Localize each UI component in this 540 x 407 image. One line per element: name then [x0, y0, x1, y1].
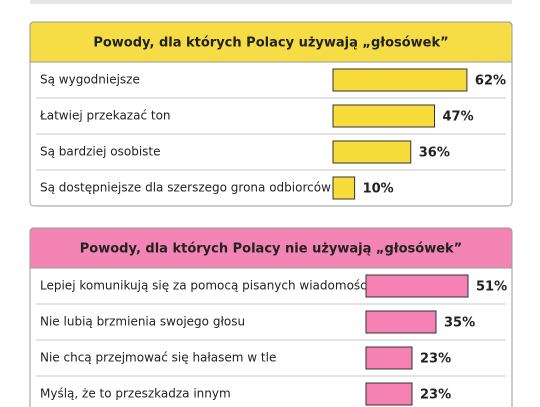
category-label: Myślą, że to przeszkadza innym	[40, 387, 231, 401]
top-strip	[30, 0, 512, 4]
category-label: Są wygodniejsze	[40, 73, 140, 87]
value-label: 36%	[419, 146, 450, 161]
bar	[332, 176, 356, 200]
value-label: 51%	[476, 280, 507, 295]
value-label: 62%	[475, 74, 506, 89]
value-label: 10%	[363, 182, 394, 197]
value-label: 23%	[420, 388, 451, 403]
panel-title: Powody, dla których Polacy używają „głos…	[93, 36, 448, 51]
bar	[365, 382, 413, 406]
panel-title: Powody, dla których Polacy nie używają „…	[80, 242, 462, 257]
category-label: Lepiej komunikują się za pomocą pisanych…	[40, 279, 370, 293]
value-label: 47%	[443, 110, 474, 125]
bar	[365, 346, 413, 370]
panel-header	[29, 227, 513, 269]
category-label: Nie chcą przejmować się hałasem w tle	[40, 351, 276, 365]
value-label: 35%	[444, 316, 475, 331]
bar	[332, 104, 436, 128]
bar	[332, 140, 412, 164]
category-label: Są bardziej osobiste	[40, 145, 161, 159]
bar	[332, 68, 468, 92]
category-label: Są dostępniejsze dla szerszego grona odb…	[40, 181, 331, 195]
bar	[365, 310, 437, 334]
panel-header	[29, 21, 513, 63]
category-label: Nie lubią brzmienia swojego głosu	[40, 315, 245, 329]
category-label: Łatwiej przekazać ton	[39, 109, 171, 123]
bar	[365, 274, 469, 298]
value-label: 23%	[420, 352, 451, 367]
